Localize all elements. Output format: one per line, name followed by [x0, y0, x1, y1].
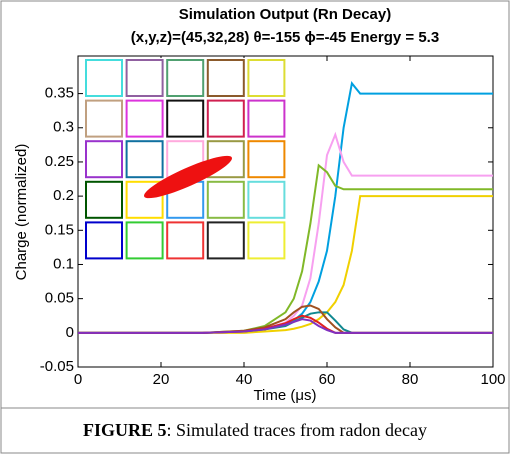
caption-text: : Simulated traces from radon decay — [167, 420, 427, 440]
y-tick-label: 0.35 — [45, 85, 74, 102]
x-tick-label: 60 — [319, 371, 336, 388]
pad — [85, 99, 123, 138]
x-tick-label: 0 — [74, 371, 82, 388]
x-tick-label: 40 — [236, 371, 253, 388]
pad — [247, 99, 286, 138]
pad — [247, 180, 286, 219]
y-tick-label: 0.3 — [53, 119, 74, 136]
y-tick-label: 0.25 — [45, 153, 74, 170]
trace — [78, 318, 493, 334]
y-tick-label: 0.2 — [53, 187, 74, 204]
pad — [247, 59, 286, 97]
pad — [85, 180, 123, 219]
y-tick-label: -0.05 — [40, 358, 74, 375]
y-axis-label: Charge (normalized) — [13, 144, 30, 281]
pad — [85, 140, 123, 179]
pad — [125, 59, 164, 97]
pad — [166, 59, 205, 97]
pad — [247, 140, 286, 179]
chart-title: Simulation Output (Rn Decay) — [179, 6, 392, 23]
pad — [206, 221, 245, 260]
x-tick-label: 100 — [480, 371, 505, 388]
x-tick-label: 80 — [402, 371, 419, 388]
pad — [125, 99, 164, 138]
chart-subtitle: (x,y,z)=(45,32,28) θ=-155 ϕ=-45 Energy =… — [131, 29, 439, 46]
pad — [125, 221, 164, 260]
y-tick-label: 0.15 — [45, 221, 74, 238]
y-tick-label: 0.1 — [53, 255, 74, 272]
pad — [166, 99, 205, 138]
pad — [85, 59, 123, 97]
pad — [125, 140, 164, 179]
y-tick-label: 0 — [66, 324, 74, 341]
pad — [206, 180, 245, 219]
caption: FIGURE 5: Simulated traces from radon de… — [83, 420, 427, 440]
x-tick-label: 20 — [153, 371, 170, 388]
detector-inset — [84, 58, 289, 263]
pad — [206, 99, 245, 138]
caption-label: FIGURE 5 — [83, 420, 167, 440]
pad — [206, 59, 245, 97]
pad — [166, 221, 205, 260]
pad — [85, 221, 123, 260]
track — [143, 155, 233, 199]
x-axis-label: Time (μs) — [253, 387, 316, 404]
pad — [247, 221, 286, 260]
y-tick-label: 0.05 — [45, 290, 74, 307]
